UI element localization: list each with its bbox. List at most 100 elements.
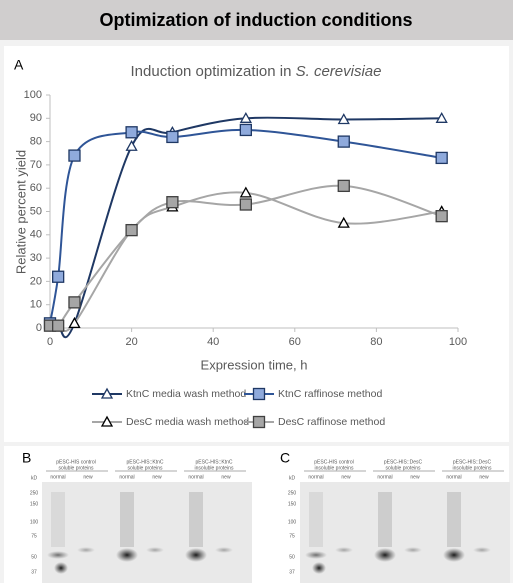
blot-band [374, 548, 396, 562]
panel-label: B [22, 450, 31, 466]
kd-marker: 75 [31, 533, 37, 539]
y-tick-label: 70 [30, 159, 42, 171]
marker-square [436, 152, 447, 163]
blot-smear [309, 492, 323, 547]
marker-square [254, 417, 265, 428]
blot-lane-label: new [152, 474, 162, 480]
title-part: Induction optimization in [131, 63, 296, 80]
blot-band [116, 548, 138, 562]
blot-lane-label: normal [446, 474, 461, 480]
blot-band [473, 547, 491, 553]
blot-lane-label: new [479, 474, 489, 480]
blot-smear [189, 492, 203, 547]
blot-lane-label: normal [50, 474, 65, 480]
blot-membrane [300, 482, 510, 583]
marker-square [240, 124, 251, 135]
kd-marker: 150 [288, 501, 297, 507]
blot-smear [378, 492, 392, 547]
legend-label: KtnC media wash method [126, 388, 246, 400]
blot-smear [120, 492, 134, 547]
kd-marker: 100 [30, 519, 39, 525]
panel-label: A [14, 57, 24, 73]
kd-marker: 100 [288, 519, 297, 525]
blot-group-title: insoluble proteins [315, 465, 354, 471]
chart-title: Induction optimization in S. cerevisiae [131, 63, 382, 80]
y-tick-label: 50 [30, 205, 42, 217]
marker-square [53, 320, 64, 331]
y-tick-label: 30 [30, 252, 42, 264]
blot-lane-label: new [221, 474, 231, 480]
blot-band [215, 547, 233, 553]
x-tick-label: 40 [207, 336, 219, 348]
kd-marker: 37 [289, 569, 295, 575]
kd-marker: 75 [289, 533, 295, 539]
marker-square [338, 180, 349, 191]
blot-lane-label: normal [188, 474, 203, 480]
blot-band [404, 547, 422, 553]
y-tick-label: 20 [30, 275, 42, 287]
blot-band [146, 547, 164, 553]
blot-band [47, 551, 69, 559]
y-tick-label: 80 [30, 136, 42, 148]
blot-band [77, 547, 95, 553]
y-tick-label: 60 [30, 182, 42, 194]
legend-label: DesC media wash method [126, 416, 249, 428]
blot-lane-label: new [410, 474, 420, 480]
blot-band [335, 547, 353, 553]
marker-square [126, 225, 137, 236]
marker-square [436, 211, 447, 222]
y-axis-label: Relative percent yield [13, 150, 28, 274]
marker-square [69, 150, 80, 161]
x-tick-label: 100 [449, 336, 467, 348]
blot-group-title: insoluble proteins [195, 465, 234, 471]
x-tick-label: 20 [125, 336, 137, 348]
figure: Optimization of induction conditions A I… [0, 0, 513, 583]
blot-smear [447, 492, 461, 547]
marker-square [338, 136, 349, 147]
blot-smear [51, 492, 65, 547]
x-axis-label: Expression time, h [201, 357, 308, 372]
marker-square [167, 131, 178, 142]
blot-lane-label: normal [308, 474, 323, 480]
chart-panel [4, 46, 509, 442]
marker-square [254, 389, 265, 400]
marker-square [167, 197, 178, 208]
marker-square [240, 199, 251, 210]
blot-band [305, 551, 327, 559]
kd-unit: kD [31, 475, 38, 481]
blot-lane-label: normal [119, 474, 134, 480]
panel-label: C [280, 450, 290, 466]
kd-marker: 50 [289, 554, 295, 560]
kd-marker: 50 [31, 554, 37, 560]
x-tick-label: 80 [370, 336, 382, 348]
x-tick-label: 60 [289, 336, 301, 348]
kd-marker: 250 [288, 490, 297, 496]
blot-lane-label: new [83, 474, 93, 480]
blot-band [312, 562, 326, 574]
blot-lane-label: new [341, 474, 351, 480]
y-tick-label: 10 [30, 299, 42, 311]
header-title: Optimization of induction conditions [100, 10, 413, 30]
blot-lane-label: normal [377, 474, 392, 480]
kd-marker: 250 [30, 490, 39, 496]
kd-marker: 150 [30, 501, 39, 507]
marker-square [53, 271, 64, 282]
kd-unit: kD [289, 475, 296, 481]
y-tick-label: 100 [24, 89, 42, 101]
title-part-italic: S. cerevisiae [296, 63, 382, 80]
blot-group-title: soluble proteins [127, 465, 163, 471]
blot-band [443, 548, 465, 562]
legend-label: DesC raffinose method [278, 416, 385, 428]
kd-marker: 37 [31, 569, 37, 575]
blot-band [54, 562, 68, 574]
marker-square [69, 297, 80, 308]
blot-group-title: soluble proteins [385, 465, 421, 471]
x-tick-label: 0 [47, 336, 53, 348]
legend-label: KtnC raffinose method [278, 388, 382, 400]
blot-group-title: soluble proteins [58, 465, 94, 471]
y-tick-label: 90 [30, 112, 42, 124]
marker-square [126, 127, 137, 138]
blot-group-title: insoluble proteins [453, 465, 492, 471]
y-tick-label: 0 [36, 322, 42, 334]
y-tick-label: 40 [30, 229, 42, 241]
